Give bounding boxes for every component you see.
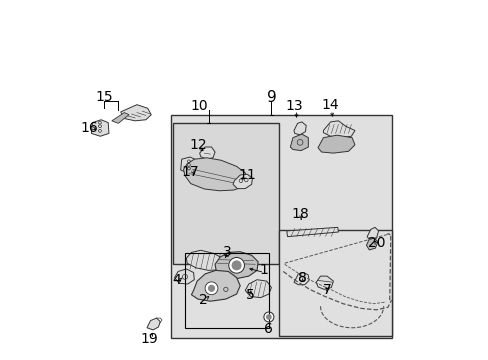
Polygon shape bbox=[147, 318, 160, 330]
Text: 20: 20 bbox=[367, 236, 385, 250]
Polygon shape bbox=[112, 113, 129, 123]
Polygon shape bbox=[317, 135, 354, 153]
Polygon shape bbox=[91, 120, 109, 136]
Text: 17: 17 bbox=[181, 165, 199, 179]
Polygon shape bbox=[191, 270, 240, 301]
Text: 6: 6 bbox=[264, 322, 273, 336]
Polygon shape bbox=[293, 273, 308, 285]
Polygon shape bbox=[290, 134, 308, 150]
Text: 7: 7 bbox=[322, 283, 331, 297]
Polygon shape bbox=[244, 280, 271, 298]
Text: 18: 18 bbox=[291, 207, 308, 221]
Text: 16: 16 bbox=[81, 121, 98, 135]
Text: 10: 10 bbox=[190, 99, 208, 113]
Text: 2: 2 bbox=[199, 293, 207, 307]
Polygon shape bbox=[293, 122, 305, 135]
Text: 11: 11 bbox=[238, 168, 255, 182]
Circle shape bbox=[208, 285, 214, 291]
Bar bbox=[278, 230, 391, 336]
Polygon shape bbox=[121, 105, 151, 121]
Text: 19: 19 bbox=[141, 332, 158, 346]
Text: 12: 12 bbox=[189, 138, 207, 152]
Polygon shape bbox=[215, 252, 258, 279]
Text: 15: 15 bbox=[95, 90, 113, 104]
Polygon shape bbox=[366, 238, 377, 250]
Text: 4: 4 bbox=[172, 273, 181, 287]
Text: 13: 13 bbox=[285, 99, 302, 113]
Bar bbox=[185, 253, 268, 328]
Bar bbox=[171, 116, 391, 338]
Bar bbox=[172, 123, 278, 264]
Polygon shape bbox=[323, 121, 354, 138]
Polygon shape bbox=[199, 147, 215, 159]
Polygon shape bbox=[180, 157, 198, 174]
Text: 8: 8 bbox=[298, 271, 306, 284]
Text: 3: 3 bbox=[223, 246, 231, 260]
Polygon shape bbox=[174, 269, 194, 284]
Circle shape bbox=[232, 261, 241, 270]
Text: 1: 1 bbox=[259, 264, 268, 277]
Circle shape bbox=[228, 257, 244, 273]
Circle shape bbox=[266, 315, 270, 319]
Polygon shape bbox=[366, 227, 378, 241]
Text: 14: 14 bbox=[321, 98, 338, 112]
Circle shape bbox=[264, 312, 273, 322]
Polygon shape bbox=[183, 158, 247, 191]
Polygon shape bbox=[316, 276, 333, 289]
Polygon shape bbox=[233, 174, 252, 189]
Polygon shape bbox=[286, 227, 338, 237]
Polygon shape bbox=[186, 250, 225, 270]
Text: 5: 5 bbox=[245, 288, 254, 302]
Text: 9: 9 bbox=[266, 90, 276, 105]
Circle shape bbox=[204, 282, 218, 295]
